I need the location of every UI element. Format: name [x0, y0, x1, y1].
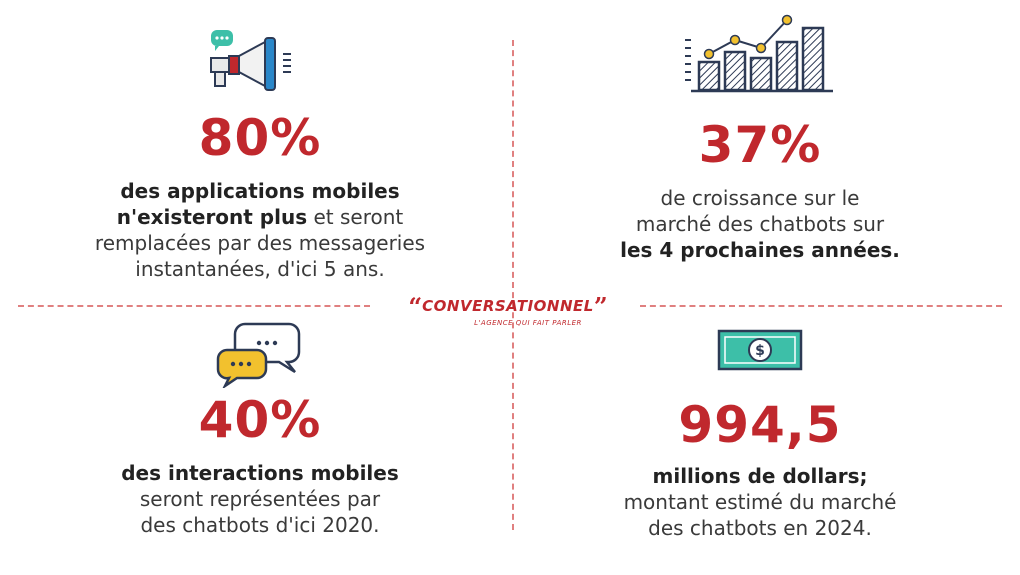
horizontal-divider-left [18, 305, 370, 307]
stat-description: des applications mobiles n'existeront pl… [30, 178, 490, 282]
desc-line: les 4 prochaines années. [620, 238, 900, 262]
stat-value: 40% [198, 391, 322, 449]
stat-description: des interactions mobiles seront représen… [30, 460, 490, 538]
chat-bubbles-icon [216, 322, 301, 388]
desc-line: des chatbots en 2024. [648, 516, 872, 540]
vertical-divider [512, 40, 514, 530]
desc-line: marché des chatbots sur [635, 212, 885, 236]
desc-line: instantanées, d'ici 5 ans. [135, 257, 385, 281]
desc-line: des interactions mobiles [121, 461, 399, 485]
stat-value: 37% [698, 116, 822, 174]
close-quote: ” [593, 292, 608, 321]
svg-text:$: $ [755, 343, 765, 359]
stat-block-apps: 80% des applications mobiles n'existeron… [30, 20, 490, 282]
stat-value: 80% [198, 109, 322, 167]
brand-tagline: L'AGENCE QUI FAIT PARLER [474, 319, 582, 327]
desc-line: des chatbots d'ici 2020. [140, 513, 380, 537]
stat-block-interactions: 40% des interactions mobiles seront repr… [30, 320, 490, 538]
horizontal-divider-right [640, 305, 1002, 307]
desc-line: n'existeront plus et seront [116, 205, 404, 229]
stat-block-growth: 37% de croissance sur le marché des chat… [530, 10, 990, 263]
stat-description: de croissance sur le marché des chatbots… [530, 185, 990, 263]
desc-line: millions de dollars; [652, 464, 868, 488]
megaphone-icon [210, 30, 291, 91]
desc-line: des applications mobiles [120, 179, 400, 203]
stat-value: 994,5 [678, 396, 842, 454]
desc-line: montant estimé du marché [623, 490, 897, 514]
bar-chart-growth-icon [685, 14, 833, 93]
open-quote: “ [408, 292, 423, 321]
brand-logo: “CONVERSATIONNEL” L'AGENCE QUI FAIT PARL… [378, 292, 638, 332]
desc-line: seront représentées par [139, 487, 381, 511]
stat-description: millions de dollars; montant estimé du m… [530, 463, 990, 541]
dollar-bill-icon: $ [717, 329, 803, 371]
desc-line: de croissance sur le [660, 186, 860, 210]
desc-line: remplacées par des messageries [94, 231, 426, 255]
stat-block-market: $ 994,5 millions de dollars; montant est… [530, 325, 990, 541]
brand-name: CONVERSATIONNEL [422, 297, 594, 315]
